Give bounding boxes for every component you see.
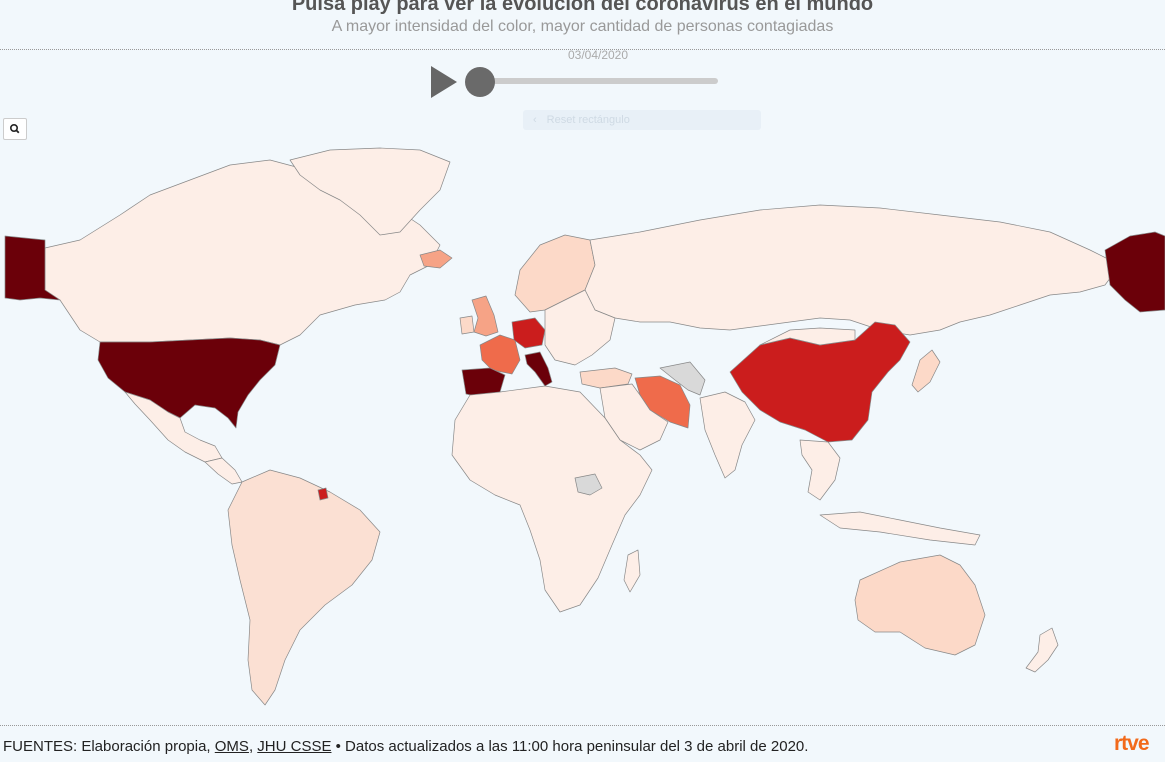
footer-prefix: FUENTES: Elaboración propia,: [3, 738, 215, 755]
country-india[interactable]: [699, 391, 756, 479]
footer-sources: FUENTES: Elaboración propia, OMS, JHU CS…: [3, 738, 808, 755]
footer-suffix: • Datos actualizados a las 11:00 hora pe…: [331, 738, 809, 755]
country-germany[interactable]: [511, 317, 546, 349]
jhu-csse-link[interactable]: JHU CSSE: [257, 738, 332, 755]
country-greenland[interactable]: [289, 147, 451, 236]
country-usa[interactable]: [97, 337, 281, 429]
back-arrow-icon: ‹: [533, 114, 537, 126]
country-mexico[interactable]: [124, 391, 223, 463]
country-french-guiana[interactable]: [317, 487, 329, 501]
region-southeast-asia[interactable]: [799, 439, 841, 501]
region-central-america[interactable]: [204, 457, 243, 485]
country-italy[interactable]: [524, 351, 553, 387]
country-new-zealand[interactable]: [1025, 627, 1059, 673]
country-russia[interactable]: [584, 204, 1121, 336]
country-madagascar[interactable]: [623, 549, 641, 593]
play-icon[interactable]: [431, 66, 457, 98]
region-eastern-europe[interactable]: [544, 289, 616, 366]
oms-link[interactable]: OMS: [214, 738, 249, 755]
country-uk[interactable]: [471, 295, 499, 337]
country-japan[interactable]: [911, 349, 941, 393]
bottom-divider: [0, 725, 1165, 726]
timeline-date: 03/04/2020: [567, 48, 629, 62]
country-ireland[interactable]: [459, 315, 475, 335]
map-title: Pulsa play para ver la evolución del cor…: [291, 0, 874, 15]
search-icon[interactable]: [3, 118, 27, 140]
country-turkey[interactable]: [579, 367, 633, 389]
country-mongolia[interactable]: [759, 327, 856, 346]
country-indonesia[interactable]: [819, 511, 981, 546]
region-africa[interactable]: [451, 385, 653, 613]
timeline-slider-handle[interactable]: [465, 67, 495, 97]
country-france[interactable]: [479, 334, 521, 375]
reset-rectangle-label: Reset rectángulo: [546, 114, 630, 126]
timeline-slider-track[interactable]: [480, 78, 718, 84]
reset-rectangle-button[interactable]: ‹ Reset rectángulo: [523, 110, 761, 130]
region-central-asia[interactable]: [659, 361, 706, 396]
map-subtitle: A mayor intensidad del color, mayor cant…: [331, 18, 834, 35]
footer-separator: ,: [248, 738, 258, 755]
country-australia[interactable]: [854, 554, 986, 656]
country-ethiopia[interactable]: [574, 473, 603, 496]
world-map[interactable]: [0, 140, 1165, 720]
region-south-america[interactable]: [227, 469, 381, 706]
top-divider: [0, 49, 1165, 50]
country-usa-alaska[interactable]: [4, 235, 61, 301]
rtve-logo: rtve: [1114, 732, 1150, 755]
country-russia-east[interactable]: [1104, 231, 1165, 313]
country-iceland[interactable]: [419, 249, 453, 269]
